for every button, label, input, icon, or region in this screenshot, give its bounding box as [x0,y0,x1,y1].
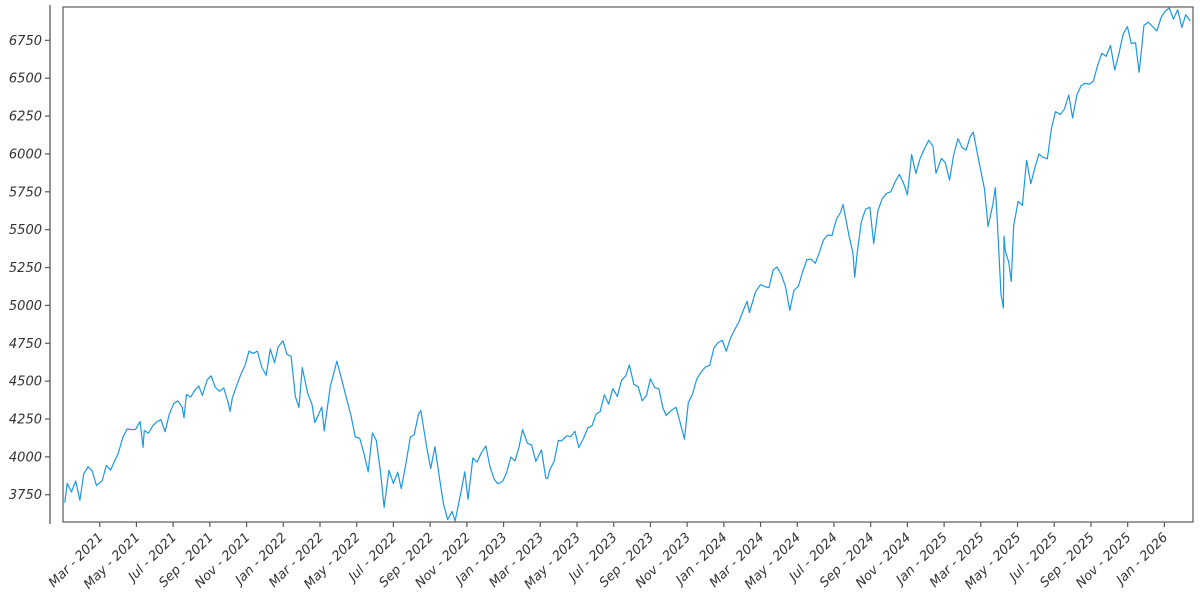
y-tick-label: 6000 [9,147,42,162]
y-tick-label: 5750 [9,185,42,200]
price-line-index-price [64,7,1191,522]
y-tick-label: 6500 [9,72,42,87]
y-tick-label: 6250 [9,110,42,125]
plot-border [62,6,1194,523]
y-tick-label: 4000 [9,450,42,465]
y-tick-label: 6750 [9,34,42,49]
y-tick-label: 5000 [9,299,42,314]
y-tick-label: 4250 [9,413,42,428]
y-tick-label: 4500 [9,375,42,390]
y-tick-label: 4750 [9,337,42,352]
y-tick-label: 5250 [9,261,42,276]
y-tick-label: 3750 [9,488,42,503]
y-tick-label: 5500 [9,223,42,238]
